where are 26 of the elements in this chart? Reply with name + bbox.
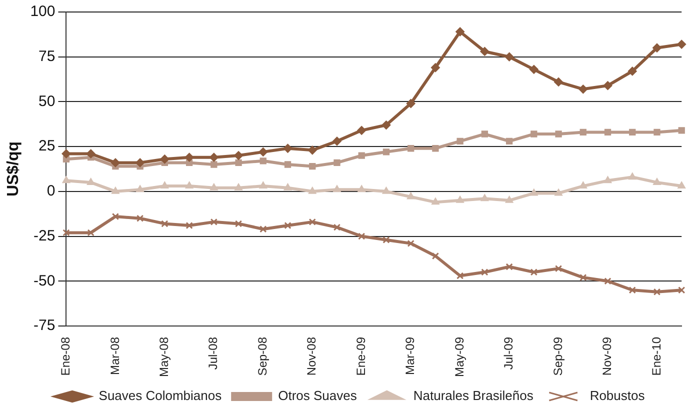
x-tick-label: Ene-10 (649, 336, 664, 376)
y-tick-label: 100 (30, 3, 56, 20)
y-tick-label: -50 (34, 272, 56, 290)
x-tick-label: Nov-08 (304, 336, 319, 376)
x-tick-label: Ene-08 (58, 336, 73, 376)
legend-label: Suaves Colombianos (98, 388, 222, 404)
y-axis-title: US$/qq (5, 141, 22, 197)
x-tick-label: Ene-09 (354, 336, 368, 376)
y-tick-label: -75 (34, 317, 56, 334)
y-tick-label: 75 (38, 48, 56, 65)
y-tick-label: 25 (38, 138, 56, 155)
legend-label: Otros Suaves (278, 388, 358, 404)
x-tick-label: Sep-09 (550, 336, 565, 376)
y-tick-label: 50 (38, 92, 56, 110)
y-tick-label: -25 (34, 227, 56, 244)
x-tick-label: Sep-08 (255, 336, 270, 376)
x-tick-label: Mar-09 (403, 336, 418, 375)
y-tick-label: 0 (46, 182, 56, 200)
x-tick-label: May-09 (452, 336, 466, 377)
legend-label: Robustos (590, 388, 646, 404)
x-tick-label: May-08 (157, 336, 171, 377)
x-tick-label: Nov-09 (600, 336, 614, 376)
x-tick-label: Jul-08 (206, 336, 220, 370)
x-tick-label: Jul-09 (502, 336, 516, 370)
legend-label: Naturales Brasileños (413, 388, 534, 404)
x-tick-label: Mar-08 (108, 336, 122, 375)
